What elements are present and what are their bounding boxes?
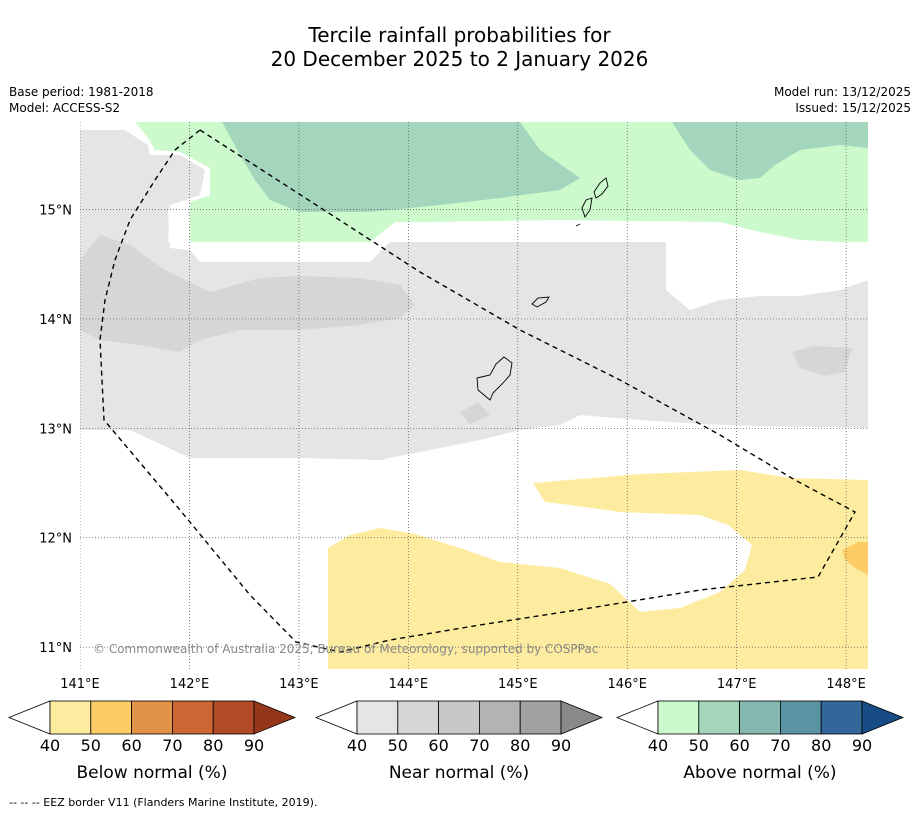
lon-tick-label: 148°E (826, 677, 866, 692)
colorbar-extension-high (560, 700, 604, 735)
lon-tick-label: 146°E (607, 677, 647, 692)
colorbar-1: 40 50 60 70 80 90 Below normal (%) (7, 700, 297, 783)
model-name: Model: ACCESS-S2 (9, 101, 121, 115)
lon-tick-label: 144°E (389, 677, 429, 692)
colorbar-segment (820, 700, 863, 735)
lon-tick-label: 142°E (170, 677, 210, 692)
colorbar-extension-high (861, 700, 905, 735)
colorbar-tick-label: 60 (729, 736, 749, 755)
lat-tick-label: 14°N (39, 313, 72, 328)
colorbar-tick-label: 50 (689, 736, 709, 755)
colorbar-tick-label: 90 (852, 736, 872, 755)
island-guam (476, 356, 513, 401)
colorbar-tick-label: 40 (347, 736, 367, 755)
colorbar-tick-label: 50 (388, 736, 408, 755)
above-normal-50-60-northeast (672, 122, 868, 180)
above-normal-50-60-north (222, 122, 580, 212)
colorbar-tick-label: 80 (811, 736, 831, 755)
longitude-tick-labels: 141°E 142°E 143°E 144°E 145°E 146°E 147°E 148°E (60, 677, 866, 692)
near-normal-50-60-patch-south (460, 402, 490, 424)
latitude-tick-labels: 15°N 14°N 13°N 12°N 11°N (39, 204, 72, 657)
lat-tick-label: 15°N (39, 204, 72, 219)
colorbar-segment (356, 700, 399, 735)
colorbar-segment (397, 700, 439, 735)
island-rota (531, 296, 550, 308)
base-period: Base period: 1981-2018 (9, 85, 154, 99)
issued-date: Issued: 15/12/2025 (795, 101, 911, 115)
colorbar-segment (657, 700, 700, 735)
lon-tick-label: 145°E (498, 677, 538, 692)
lat-tick-label: 13°N (39, 422, 72, 437)
colorbar-tick-label: 70 (162, 736, 182, 755)
colorbar-tick-label: 70 (469, 736, 489, 755)
colorbar-tick-label: 70 (770, 736, 790, 755)
above-normal-40-50-cutout (80, 122, 210, 242)
colorbar-tick-label: 80 (510, 736, 530, 755)
lat-tick-label: 11°N (39, 641, 72, 656)
chart-title-line2: 20 December 2025 to 2 January 2026 (270, 47, 649, 71)
colorbar-tick-label: 40 (648, 736, 668, 755)
colorbar-extension-low (314, 700, 358, 735)
colorbar-extension-low (7, 700, 51, 735)
near-normal-50-60-patch-west (80, 235, 415, 352)
chart-title-line1: Tercile rainfall probabilities for (308, 23, 611, 47)
colorbar-3: 40 50 60 70 80 90 Above normal (%) (615, 700, 905, 783)
near-normal-50-60-patch-east (792, 346, 852, 376)
below-normal-40-50-south (328, 470, 868, 669)
colorbar-segment (90, 700, 133, 735)
below-normal-50-60-patch (842, 542, 868, 575)
colorbar-segment (519, 700, 562, 735)
lon-tick-label: 141°E (60, 677, 100, 692)
lat-tick-label: 12°N (39, 532, 72, 547)
colorbar-tick-label: 50 (81, 736, 101, 755)
colorbar-segment (739, 700, 781, 735)
colorbar-segment (49, 700, 92, 735)
colorbar-segment (131, 700, 173, 735)
colorbar-segment (780, 700, 822, 735)
near-normal-40-50-region (80, 122, 868, 460)
island-tinian (581, 197, 593, 218)
colorbar-title: Near normal (%) (389, 763, 529, 783)
map-gridlines (80, 122, 868, 669)
model-run-date: Model run: 13/12/2025 (773, 85, 911, 99)
colorbar-tick-label: 60 (428, 736, 448, 755)
colorbar-title: Above normal (%) (683, 763, 836, 783)
island-aguijan (575, 223, 581, 227)
colorbar-2: 40 50 60 70 80 90 Near normal (%) (314, 700, 604, 783)
colorbar-extension-high (253, 700, 297, 735)
colorbar-segment (698, 700, 740, 735)
colorbar-tick-label: 60 (121, 736, 141, 755)
colorbar-segment (478, 700, 521, 735)
colorbar-title: Below normal (%) (77, 763, 228, 783)
colorbars: 40 50 60 70 80 90 Below normal (%) 40 50 60 70 80 90… (7, 700, 905, 783)
eez-footnote: -- -- -- EEZ border V11 (Flanders Marine… (9, 796, 318, 809)
island-saipan (593, 177, 609, 199)
lon-tick-label: 143°E (279, 677, 319, 692)
colorbar-tick-label: 40 (40, 736, 60, 755)
colorbar-extension-low (615, 700, 659, 735)
colorbar-tick-label: 90 (551, 736, 571, 755)
lon-tick-label: 147°E (717, 677, 757, 692)
colorbar-tick-label: 80 (203, 736, 223, 755)
colorbar-segment (438, 700, 480, 735)
colorbar-tick-label: 90 (244, 736, 264, 755)
copyright-notice: © Commonwealth of Australia 2025, Bureau… (93, 642, 598, 656)
map-plot-area (80, 122, 868, 669)
colorbar-segment (212, 700, 255, 735)
colorbar-segment (171, 700, 214, 735)
